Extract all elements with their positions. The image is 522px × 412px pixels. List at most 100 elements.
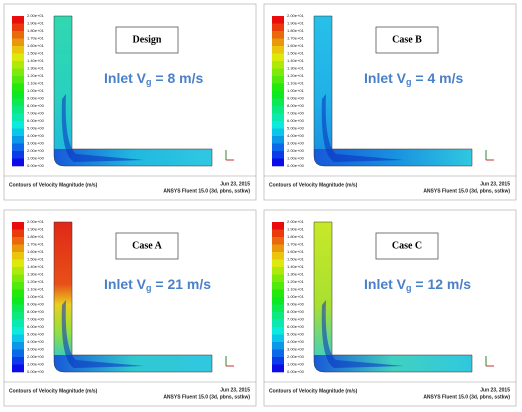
colorbar-label: 4.00e+00 <box>27 133 45 138</box>
colorbar-swatch <box>12 61 24 69</box>
inlet-suffix: = 21 m/s <box>152 276 212 292</box>
pipe-outline <box>53 15 213 167</box>
colorbar-swatch <box>12 23 24 32</box>
colorbar-label: 6.00e+00 <box>287 118 305 123</box>
colorbar-label: 1.20e+01 <box>27 279 45 284</box>
colorbar-label: 6.00e+00 <box>27 118 45 123</box>
colorbar-label: 1.60e+01 <box>27 249 45 254</box>
colorbar-swatch <box>272 158 284 167</box>
colorbar-label: 1.00e+01 <box>27 294 45 299</box>
colorbar-label: 1.90e+01 <box>287 227 305 232</box>
colorbar-swatch <box>12 289 24 298</box>
colorbar-swatch <box>272 244 284 253</box>
colorbar-swatch <box>272 46 284 54</box>
colorbar-swatch <box>12 158 24 167</box>
case-label: Case B <box>392 34 422 45</box>
colorbar-label: 9.00e+00 <box>27 302 45 307</box>
footer-left: Contours of Velocity Magnitude (m/s) <box>269 182 358 188</box>
colorbar-swatch <box>272 143 284 152</box>
colorbar-label: 1.60e+01 <box>287 249 305 254</box>
panel: 2.00e+01 1.90e+01 1.80e+01 1.70e+01 1.60e+01… <box>3 3 257 201</box>
colorbar-swatch <box>12 91 24 99</box>
colorbar-label: 1.40e+01 <box>27 58 45 63</box>
colorbar-swatch <box>12 252 24 260</box>
footer-software: ANSYS Fluent 15.0 (3d, pbns, sstkw) <box>163 394 250 400</box>
colorbar-swatch <box>272 319 284 328</box>
colorbar-swatch <box>12 282 24 290</box>
colorbar-swatch <box>272 76 284 84</box>
colorbar-label: 1.50e+01 <box>27 257 45 262</box>
footer-date: Jun 23, 2015 <box>220 181 250 187</box>
colorbar-label: 8.00e+00 <box>27 103 45 108</box>
colorbar-swatch <box>272 23 284 32</box>
colorbar-swatch <box>12 274 24 283</box>
colorbar-swatch <box>12 259 24 268</box>
inlet-subscript: g <box>146 77 152 87</box>
colorbar-label: 7.00e+00 <box>27 317 45 322</box>
colorbar-swatch <box>272 151 284 159</box>
colorbar-swatch <box>12 319 24 328</box>
colorbar-label: 1.70e+01 <box>287 242 305 247</box>
colorbar-label: 1.50e+01 <box>27 51 45 56</box>
panel: 2.00e+01 1.90e+01 1.80e+01 1.70e+01 1.60e+01… <box>263 209 517 407</box>
colorbar-swatch <box>12 121 24 129</box>
colorbar-label: 1.90e+01 <box>27 227 45 232</box>
case-label: Design <box>133 34 162 45</box>
colorbar-swatch <box>272 267 284 275</box>
colorbar-label: 5.00e+00 <box>287 332 305 337</box>
inlet-prefix: Inlet V <box>364 70 407 86</box>
case-label: Case A <box>132 240 163 251</box>
footer-date: Jun 23, 2015 <box>480 387 510 393</box>
colorbar-label: 5.00e+00 <box>27 126 45 131</box>
colorbar-swatch <box>272 61 284 69</box>
colorbar-swatch <box>12 38 24 47</box>
colorbar-label: 1.20e+01 <box>287 73 305 78</box>
colorbar-swatch <box>12 334 24 343</box>
colorbar-label: 8.00e+00 <box>27 309 45 314</box>
colorbar-label: 1.00e+01 <box>287 88 305 93</box>
colorbar-label: 9.00e+00 <box>27 96 45 101</box>
pipe-outline <box>313 15 473 167</box>
colorbar-label: 0.00e+00 <box>287 369 305 374</box>
colorbar-swatch <box>12 76 24 84</box>
colorbar-swatch <box>272 252 284 260</box>
footer-software: ANSYS Fluent 15.0 (3d, pbns, sstkw) <box>423 188 510 194</box>
colorbar-swatch <box>272 128 284 137</box>
colorbar-swatch <box>272 106 284 114</box>
colorbar-label: 7.00e+00 <box>27 111 45 116</box>
colorbar-label: 2.00e+01 <box>27 219 45 224</box>
inlet-subscript: g <box>406 283 412 293</box>
inlet-prefix: Inlet V <box>364 276 407 292</box>
colorbar-swatch <box>12 106 24 114</box>
panel: 2.00e+01 1.90e+01 1.80e+01 1.70e+01 1.60e+01… <box>263 3 517 201</box>
colorbar-label: 1.00e+01 <box>287 294 305 299</box>
colorbar-label: 8.00e+00 <box>287 103 305 108</box>
inlet-velocity: Inlet Vg = 8 m/s <box>104 70 203 88</box>
colorbar-swatch <box>12 349 24 358</box>
colorbar-label: 1.00e+01 <box>27 88 45 93</box>
colorbar-label: 4.00e+00 <box>287 133 305 138</box>
colorbar-swatch <box>12 229 24 238</box>
pipe-vertical <box>314 16 332 154</box>
colorbar-swatch <box>12 237 24 245</box>
pipe-low-velocity <box>321 94 404 162</box>
pipe-vertical <box>54 222 72 360</box>
colorbar-label: 5.00e+00 <box>27 332 45 337</box>
colorbar-label: 1.50e+01 <box>287 51 305 56</box>
colorbar-label: 1.50e+01 <box>287 257 305 262</box>
colorbar-swatch <box>12 342 24 350</box>
pipe-horizontal <box>54 355 212 372</box>
colorbar-label: 2.00e+00 <box>287 148 305 153</box>
colorbar-swatch <box>272 136 284 144</box>
colorbar-swatch <box>12 53 24 62</box>
colorbar-swatch <box>272 259 284 268</box>
colorbar-swatch <box>12 46 24 54</box>
colorbar-swatch <box>272 229 284 238</box>
colorbar-swatch <box>272 113 284 122</box>
colorbar-swatch <box>12 364 24 373</box>
colorbar-label: 1.20e+01 <box>287 279 305 284</box>
colorbar-swatch <box>12 357 24 365</box>
colorbar-label: 1.70e+01 <box>287 36 305 41</box>
colorbar-swatch <box>272 98 284 107</box>
colorbar-swatch <box>272 68 284 77</box>
